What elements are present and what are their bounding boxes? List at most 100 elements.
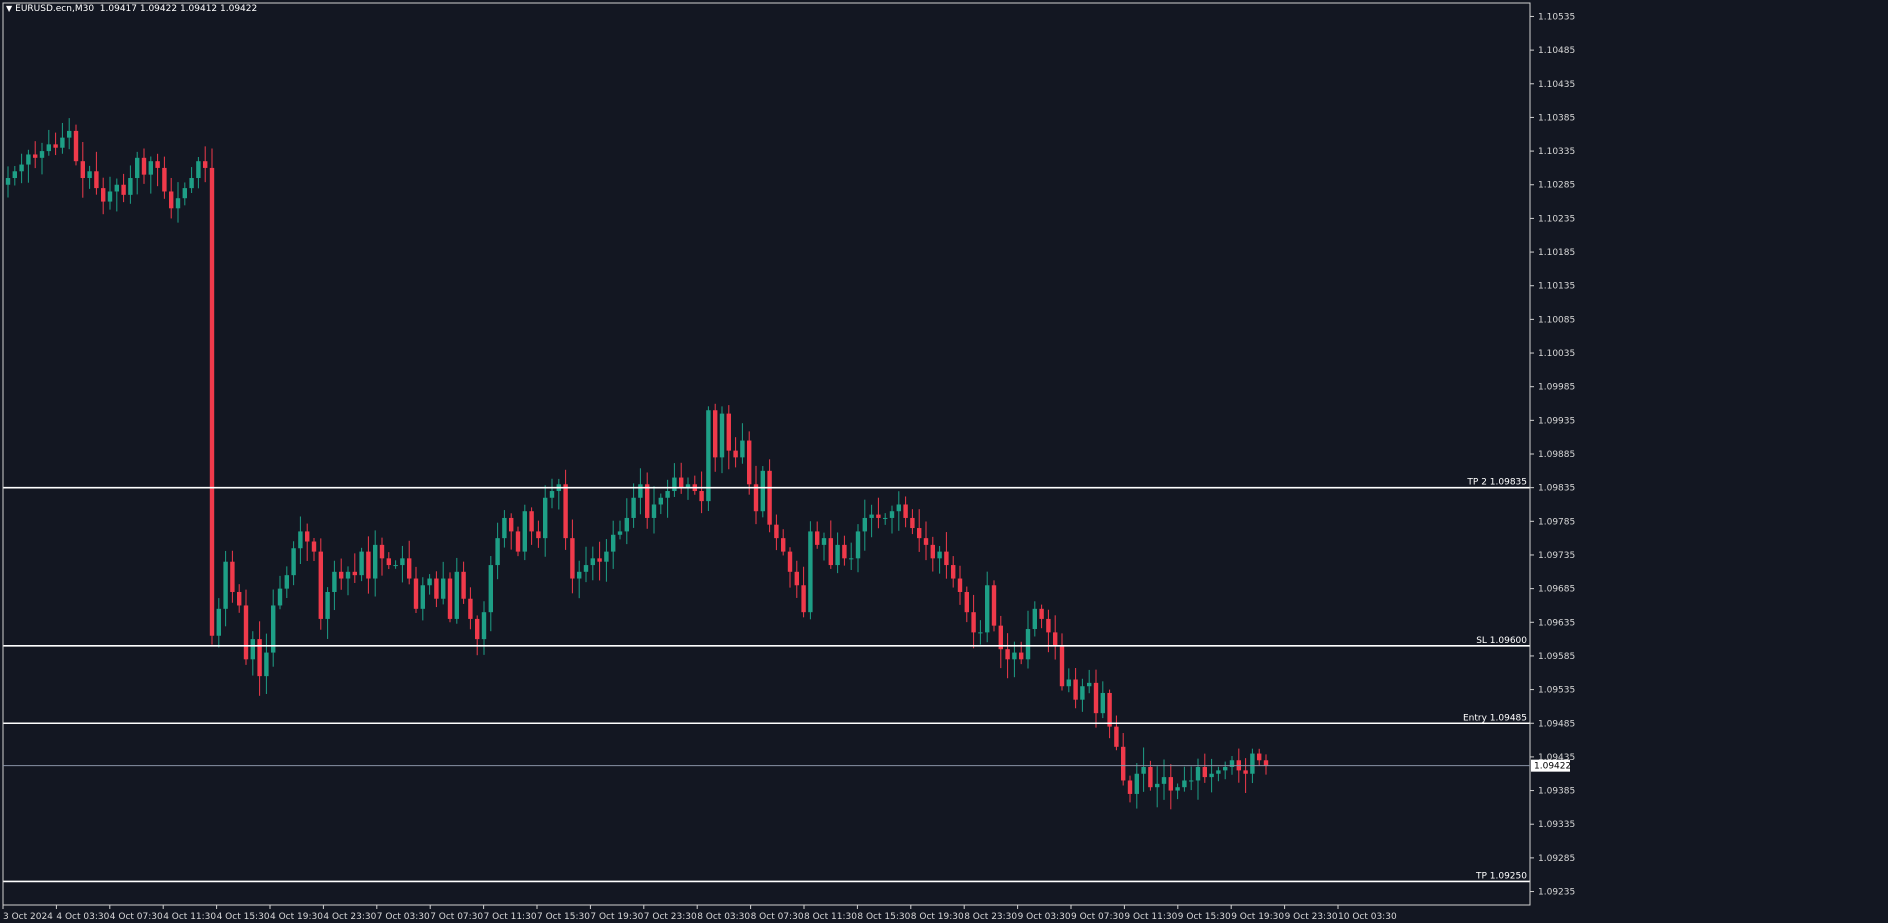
candle <box>1012 641 1017 678</box>
candle-body <box>379 544 385 559</box>
x-tick-label: 8 Oct 23:30 <box>964 912 1017 922</box>
candle <box>182 182 187 206</box>
candle <box>87 165 92 189</box>
candle-body <box>1209 773 1214 778</box>
candle <box>209 148 215 645</box>
candle-body <box>257 639 262 677</box>
candle <box>175 182 181 223</box>
x-tick-label: 9 Oct 15:30 <box>1178 912 1231 922</box>
candle-body <box>1080 686 1085 700</box>
candle <box>1161 759 1167 800</box>
candle <box>216 598 221 648</box>
candle <box>203 146 208 183</box>
candle-body <box>638 484 643 498</box>
candle-body <box>155 161 160 168</box>
y-tick-label: 1.09235 <box>1538 888 1575 898</box>
candle <box>318 538 323 630</box>
time-axis[interactable]: 3 Oct 2024 4 Oct 03:30 4 Oct 07:30 4 Oct 11… <box>2 905 1397 922</box>
candle-body <box>461 571 466 599</box>
x-tick-label: 9 Oct 19:30 <box>1231 912 1284 922</box>
candle-body <box>733 450 738 458</box>
candle <box>855 524 861 573</box>
candle-body <box>305 531 310 542</box>
candle <box>991 580 997 632</box>
price-axis[interactable]: 1.10535 1.10485 1.10435 1.10385 1.10335 1.102… <box>2 2 1575 906</box>
y-tick-label: 1.10535 <box>1538 12 1575 22</box>
candle <box>461 561 466 604</box>
candle <box>373 530 378 597</box>
candle <box>386 552 391 570</box>
candle <box>19 153 24 184</box>
candle <box>447 572 453 623</box>
candle <box>1223 761 1228 780</box>
candle-body <box>135 157 140 179</box>
candle <box>1155 766 1160 808</box>
candle <box>332 560 337 611</box>
candle-body <box>1012 652 1017 660</box>
candle-body <box>73 130 79 162</box>
candle <box>549 478 555 509</box>
candle-body <box>1189 780 1194 782</box>
y-tick-label: 1.09535 <box>1538 686 1575 696</box>
candle <box>114 178 119 212</box>
candle <box>726 405 731 470</box>
candle-body <box>1134 773 1139 794</box>
candle-body <box>801 585 806 613</box>
candle-body <box>699 491 704 502</box>
candle-body <box>1025 629 1031 660</box>
candle-body <box>400 558 405 566</box>
candle <box>1134 763 1139 809</box>
candle <box>815 521 820 549</box>
x-tick-label: 7 Oct 07:30 <box>430 912 483 922</box>
candle-body <box>447 578 453 619</box>
candle <box>277 575 283 610</box>
candle-body <box>325 591 330 619</box>
candle-body <box>862 517 867 532</box>
candle <box>39 142 45 175</box>
candle-body <box>611 534 616 552</box>
candle <box>787 547 793 588</box>
candle-body <box>549 491 555 498</box>
y-tick-label: 1.10285 <box>1538 181 1575 191</box>
dropdown-triangle-icon[interactable]: ▼ <box>6 4 13 13</box>
candle-body <box>787 551 793 572</box>
candle <box>359 547 364 582</box>
candle-body <box>209 167 215 636</box>
candle-body <box>529 511 534 532</box>
candle-body <box>223 561 228 609</box>
candle-body <box>121 184 126 195</box>
y-tick-label: 1.09985 <box>1538 383 1575 393</box>
candle <box>631 483 636 528</box>
candle <box>638 468 643 515</box>
candle-body <box>855 531 861 559</box>
candle-body <box>237 591 242 606</box>
candle-body <box>672 477 677 492</box>
candle <box>196 157 201 189</box>
candle <box>1202 753 1207 783</box>
candle <box>475 615 480 656</box>
candle-body <box>12 171 17 179</box>
candle <box>379 537 385 576</box>
level-lines-layer[interactable]: TP 2 1.09835 SL 1.09600 Entry 1.09485 TP 1.… <box>3 478 1530 883</box>
candle <box>257 621 262 696</box>
candle <box>94 151 99 195</box>
candle <box>271 589 276 667</box>
y-tick-label: 1.10335 <box>1538 147 1575 157</box>
candle-body <box>685 484 691 488</box>
candle-body <box>767 470 772 525</box>
candle-body <box>740 440 745 458</box>
candle-body <box>624 517 629 532</box>
candle <box>5 166 11 198</box>
candle <box>781 529 786 556</box>
candle-body <box>1114 726 1119 747</box>
y-tick-label: 1.09335 <box>1538 820 1575 830</box>
candle-body <box>835 544 840 566</box>
candle <box>1087 669 1092 694</box>
candle-body <box>175 198 181 209</box>
candle-body <box>917 528 922 539</box>
candle <box>352 553 357 583</box>
candle <box>978 620 983 645</box>
candle-body <box>189 178 194 189</box>
